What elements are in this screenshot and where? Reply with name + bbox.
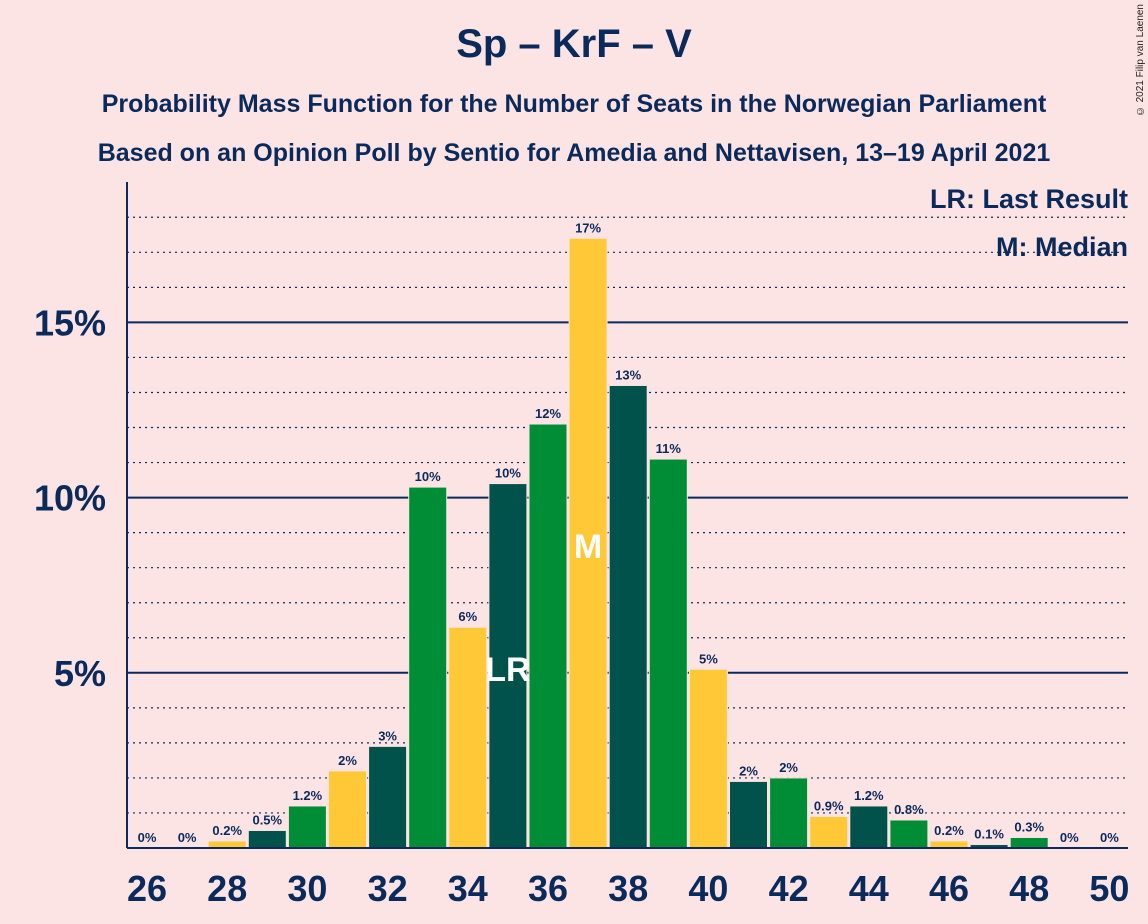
- x-tick-label: 42: [769, 868, 809, 909]
- chart-title: Sp – KrF – V: [456, 22, 692, 66]
- chart-subtitle: Probability Mass Function for the Number…: [101, 90, 1047, 118]
- x-tick-label: 30: [287, 868, 327, 909]
- bar-value-label: 0.2%: [934, 823, 964, 838]
- bar-seat-36: [528, 423, 568, 849]
- x-tick-label: 46: [929, 868, 969, 909]
- bar-seat-30: [287, 805, 327, 849]
- bar-value-label: 10%: [415, 469, 441, 484]
- bar-value-label: 0.2%: [212, 823, 242, 838]
- bar-value-label: 2%: [779, 760, 798, 775]
- y-tick-label: 5%: [54, 653, 106, 694]
- bar-seat-37: [568, 237, 608, 849]
- x-tick-label: 40: [688, 868, 728, 909]
- bar-value-label: 0.1%: [974, 826, 1004, 841]
- bar-value-label: 13%: [615, 367, 641, 382]
- legend-last-result: LR: Last Result: [929, 184, 1128, 214]
- y-tick-label: 10%: [34, 478, 106, 519]
- bar-seat-38: [608, 384, 648, 849]
- median-marker: M: [574, 528, 602, 566]
- bar-seat-28: [207, 840, 247, 849]
- bar-seat-40: [688, 668, 728, 849]
- bar-value-label: 17%: [575, 220, 601, 235]
- bar-value-label: 1.2%: [293, 788, 323, 803]
- bar-value-label: 12%: [535, 406, 561, 421]
- bar-seat-31: [328, 770, 367, 849]
- bar-value-label: 0.8%: [894, 802, 924, 817]
- last-result-marker: LR: [485, 651, 530, 689]
- bar-value-label: 0%: [138, 830, 157, 845]
- bar-seat-43: [809, 815, 849, 849]
- legend-median: M: Median: [996, 232, 1128, 262]
- chart-source-line: Based on an Opinion Poll by Sentio for A…: [97, 139, 1051, 167]
- x-tick-label: 28: [207, 868, 247, 909]
- bar-seat-32: [368, 745, 408, 849]
- x-tick-label: 38: [608, 868, 648, 909]
- bar-value-label: 0%: [178, 830, 197, 845]
- bar-seat-42: [769, 777, 809, 849]
- bar-value-label: 11%: [656, 441, 682, 456]
- x-tick-label: 36: [528, 868, 568, 909]
- bar-value-label: 0.9%: [814, 798, 844, 813]
- bar-value-label: 2%: [338, 753, 357, 768]
- bar-seat-34: [448, 626, 488, 849]
- bar-value-label: 10%: [495, 466, 521, 481]
- bar-value-label: 0%: [1100, 830, 1119, 845]
- x-tick-label: 44: [849, 868, 889, 909]
- bar-seat-39: [648, 458, 688, 849]
- x-tick-label: 48: [1009, 868, 1049, 909]
- bar-value-label: 6%: [458, 609, 477, 624]
- bar-seat-46: [929, 840, 969, 849]
- bar-value-label: 0.3%: [1014, 819, 1044, 834]
- x-tick-label: 34: [448, 868, 488, 909]
- x-tick-label: 32: [368, 868, 408, 909]
- bar-value-label: 5%: [699, 651, 718, 666]
- x-tick-label: 26: [127, 868, 167, 909]
- bar-seat-35: [488, 483, 528, 849]
- bar-value-label: 0.5%: [252, 812, 282, 827]
- bar-seat-33: [408, 486, 448, 849]
- bar-value-label: 2%: [739, 763, 758, 778]
- bar-seat-45: [889, 819, 929, 849]
- bar-value-label: 1.2%: [854, 788, 884, 803]
- bar-seat-44: [849, 805, 889, 849]
- y-tick-label: 15%: [34, 302, 106, 343]
- x-tick-label: 50: [1089, 868, 1129, 909]
- bar-value-label: 0%: [1060, 830, 1079, 845]
- bar-seat-29: [247, 829, 287, 849]
- bar-seat-48: [1009, 836, 1049, 849]
- bar-value-label: 3%: [378, 728, 397, 743]
- bar-seat-41: [729, 780, 768, 849]
